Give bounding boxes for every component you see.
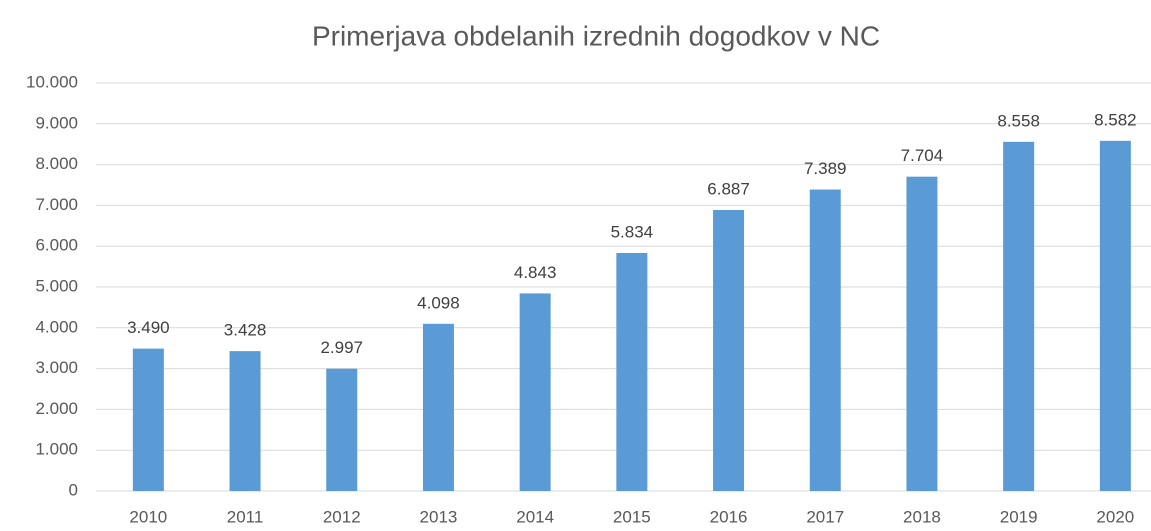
x-tick-label: 2013 — [420, 507, 458, 526]
x-tick-label: 2011 — [227, 507, 264, 526]
data-label: 2.997 — [320, 338, 363, 357]
data-label: 8.558 — [997, 111, 1040, 130]
x-tick-label: 2020 — [1096, 507, 1134, 526]
y-tick-label: 2.000 — [35, 399, 78, 418]
y-tick-label: 9.000 — [35, 113, 78, 132]
data-label: 3.490 — [127, 318, 170, 337]
bar — [906, 176, 938, 491]
y-tick-label: 7.000 — [35, 195, 78, 214]
x-tick-label: 2017 — [806, 507, 844, 526]
x-tick-label: 2018 — [903, 507, 941, 526]
data-label: 6.887 — [707, 179, 750, 198]
x-tick-label: 2010 — [129, 507, 167, 526]
y-tick-label: 1.000 — [35, 440, 78, 459]
x-tick-label: 2012 — [323, 507, 361, 526]
x-tick-label: 2019 — [1000, 507, 1038, 526]
x-tick-label: 2014 — [516, 507, 554, 526]
x-tick-label: 2016 — [710, 507, 748, 526]
data-label: 4.843 — [514, 263, 557, 282]
bar — [1003, 141, 1035, 491]
bar — [132, 348, 164, 491]
bar — [229, 351, 261, 491]
bar — [326, 368, 358, 491]
bar — [616, 252, 648, 491]
y-tick-label: 6.000 — [35, 236, 78, 255]
y-tick-label: 8.000 — [35, 154, 78, 173]
y-tick-label: 10.000 — [26, 72, 78, 91]
y-tick-label: 0 — [69, 480, 78, 499]
x-tick-label: 2015 — [613, 507, 651, 526]
y-tick-label: 4.000 — [35, 317, 78, 336]
y-tick-label: 3.000 — [35, 358, 78, 377]
bar — [713, 210, 745, 491]
bar — [519, 293, 551, 491]
data-label: 8.582 — [1094, 110, 1137, 129]
data-label: 7.389 — [804, 159, 847, 178]
data-label: 4.098 — [417, 293, 460, 312]
bar — [422, 323, 454, 491]
data-label: 7.704 — [901, 146, 944, 165]
y-tick-label: 5.000 — [35, 276, 78, 295]
bar — [1099, 140, 1131, 491]
data-label: 5.834 — [611, 222, 654, 241]
chart-title: Primerjava obdelanih izrednih dogodkov v… — [312, 20, 880, 51]
bar — [809, 189, 841, 491]
data-label: 3.428 — [224, 321, 267, 340]
